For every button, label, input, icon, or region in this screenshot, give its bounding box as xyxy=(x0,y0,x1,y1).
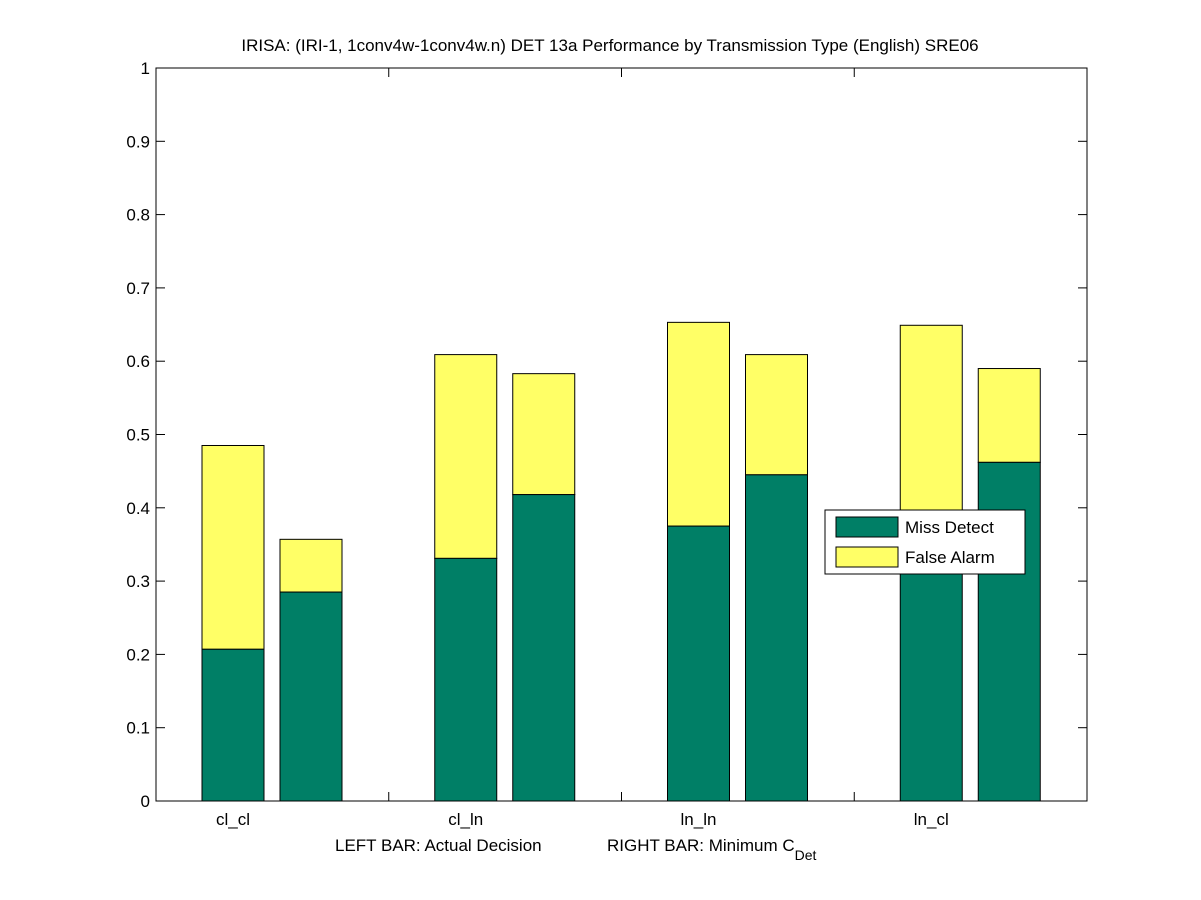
legend-label-false-alarm: False Alarm xyxy=(905,548,995,567)
bar-false-alarm-cl_ln-min xyxy=(512,373,576,496)
bar-false-alarm-ln_ln-min xyxy=(745,354,808,476)
x-tick-label-ln_ln: ln_ln xyxy=(681,810,717,829)
axis-ticks xyxy=(156,67,1087,802)
bar-miss-detect-cl_cl-actual xyxy=(201,648,265,802)
y-tick-label: 0.7 xyxy=(126,279,150,298)
x-axis-label-right-subscript: Det xyxy=(795,847,817,863)
bar-miss-detect-cl_cl-min xyxy=(279,591,343,802)
y-tick-label: 0.9 xyxy=(126,132,150,151)
bar-false-alarm-ln_ln-actual xyxy=(667,321,730,527)
y-tick-label: 0.3 xyxy=(126,572,150,591)
y-tick-label: 0.6 xyxy=(126,352,150,371)
bar-miss-detect-cl_ln-actual xyxy=(434,557,498,802)
bar-miss-detect-cl_ln-min xyxy=(512,494,576,802)
legend-swatch-miss-detect xyxy=(835,516,899,538)
bar-miss-detect-ln_ln-min xyxy=(745,474,808,802)
y-tick-label: 0.4 xyxy=(126,499,150,518)
x-axis-label-left: LEFT BAR: Actual Decision xyxy=(335,836,542,855)
y-tick-label: 0 xyxy=(141,792,150,811)
y-tick-label: 0.5 xyxy=(126,426,150,445)
legend-label-miss-detect: Miss Detect xyxy=(905,518,994,537)
x-tick-label-cl_cl: cl_cl xyxy=(216,810,250,829)
legend: Miss Detect False Alarm xyxy=(824,509,1026,575)
bar-false-alarm-cl_cl-min xyxy=(279,538,343,593)
bars xyxy=(201,321,1041,802)
y-tick-label: 0.2 xyxy=(126,645,150,664)
x-tick-label-cl_ln: cl_ln xyxy=(448,810,483,829)
x-axis-label-right-text: RIGHT BAR: Minimum C xyxy=(607,836,795,855)
x-tick-label-ln_cl: ln_cl xyxy=(914,810,949,829)
chart-title: IRISA: (IRI-1, 1conv4w-1conv4w.n) DET 13… xyxy=(241,36,978,55)
y-tick-label: 0.1 xyxy=(126,719,150,738)
category-labels: cl_cl cl_ln ln_ln ln_cl xyxy=(216,810,949,829)
bar-false-alarm-ln_cl-min xyxy=(977,368,1041,463)
x-axis-label-right: RIGHT BAR: Minimum CDet xyxy=(607,836,817,863)
y-tick-label: 1 xyxy=(141,59,150,78)
bar-miss-detect-ln_ln-actual xyxy=(667,525,730,802)
bar-false-alarm-cl_cl-actual xyxy=(201,444,265,650)
legend-swatch-false-alarm xyxy=(835,546,899,568)
y-tick-labels: 0 0.1 0.2 0.3 0.4 0.5 0.6 0.7 0.8 0.9 1 xyxy=(126,59,150,811)
bar-false-alarm-cl_ln-actual xyxy=(434,354,498,559)
y-tick-label: 0.8 xyxy=(126,206,150,225)
bar-false-alarm-ln_cl-actual xyxy=(899,324,963,516)
